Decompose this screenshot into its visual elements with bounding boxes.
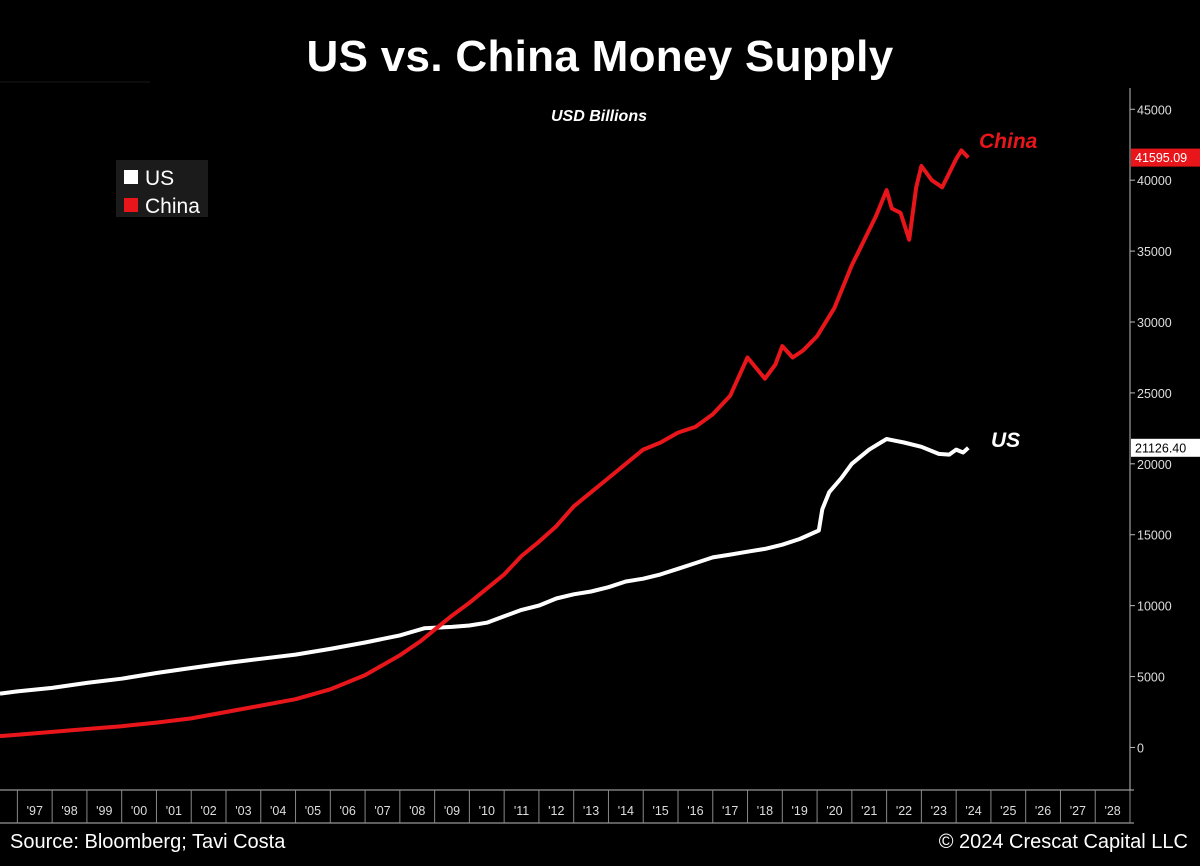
x-tick-label: '22 [896, 804, 912, 818]
y-tick-label: 45000 [1137, 103, 1172, 117]
x-tick-label: '12 [548, 804, 564, 818]
x-tick-label: '19 [792, 804, 808, 818]
x-tick-label: '15 [652, 804, 668, 818]
x-tick-label: '05 [305, 804, 321, 818]
x-tick-label: '07 [374, 804, 390, 818]
legend-label-china: China [145, 195, 200, 218]
x-tick-label: '18 [757, 804, 773, 818]
series-line-china [0, 148, 970, 739]
y-tick-label: 10000 [1137, 600, 1172, 614]
last-value-badge-us: 21126.40 [1131, 438, 1200, 457]
series-label-us: US [991, 429, 1020, 452]
series-line-us [0, 437, 970, 696]
x-tick-label: '13 [583, 804, 599, 818]
x-tick-label: '16 [687, 804, 703, 818]
legend-swatch-china [124, 198, 138, 212]
legend: US China [116, 160, 208, 218]
y-tick-label: 30000 [1137, 316, 1172, 330]
last-value-badge-china-bg [1131, 148, 1200, 167]
series-label-china: China [979, 130, 1038, 153]
x-tick-label: '03 [235, 804, 251, 818]
x-tick-label: '14 [618, 804, 634, 818]
x-tick-label: '04 [270, 804, 286, 818]
x-tick-label: '06 [340, 804, 356, 818]
x-tick-label: '98 [61, 804, 77, 818]
last-value-china: 41595.09 [1135, 151, 1187, 165]
source-note: Source: Bloomberg; Tavi Costa [10, 831, 286, 853]
chart-subtitle: USD Billions [551, 108, 647, 125]
x-tick-label: '27 [1070, 804, 1086, 818]
x-tick-label: '17 [722, 804, 738, 818]
copyright-note: © 2024 Crescat Capital LLC [938, 831, 1188, 853]
last-value-us: 21126.40 [1135, 441, 1186, 455]
x-axis-ticks: '97 '98 '99 '00 '01 '02 '03 '04 '05 '06 '07 '08 '09 '… [16, 790, 1131, 823]
y-tick-label: 0 [1137, 741, 1144, 755]
x-tick-label: '21 [861, 804, 877, 818]
legend-label-us: US [145, 167, 174, 190]
y-tick-label: 15000 [1137, 529, 1172, 543]
x-tick-label: '11 [514, 804, 529, 818]
y-axis-ticks: 0 5000 10000 15000 20000 25000 30000 35000 40000… [1130, 103, 1172, 755]
x-tick-label: '25 [1000, 804, 1016, 818]
y-tick-label: 20000 [1137, 458, 1172, 472]
x-tick-label: '10 [479, 804, 495, 818]
x-tick-label: '28 [1104, 804, 1120, 818]
last-value-badge-china: 41595.09 [1131, 148, 1200, 167]
x-tick-label: '97 [27, 804, 43, 818]
x-tick-label: '00 [131, 804, 147, 818]
x-tick-label: '26 [1035, 804, 1051, 818]
last-value-badge-us-bg [1131, 438, 1200, 457]
x-tick-label: '24 [965, 804, 981, 818]
x-tick-label: '09 [444, 804, 460, 818]
y-tick-label: 5000 [1137, 671, 1165, 685]
x-tick-label: '01 [166, 804, 182, 818]
legend-swatch-us [124, 170, 138, 184]
y-tick-label: 25000 [1137, 387, 1172, 401]
y-tick-label: 35000 [1137, 245, 1172, 259]
x-tick-label: '23 [931, 804, 947, 818]
x-tick-label: '99 [96, 804, 112, 818]
x-tick-label: '02 [200, 804, 216, 818]
y-tick-label: 40000 [1137, 174, 1172, 188]
chart-title: US vs. China Money Supply [306, 32, 894, 81]
x-tick-label: '20 [826, 804, 842, 818]
x-tick-label: '08 [409, 804, 425, 818]
